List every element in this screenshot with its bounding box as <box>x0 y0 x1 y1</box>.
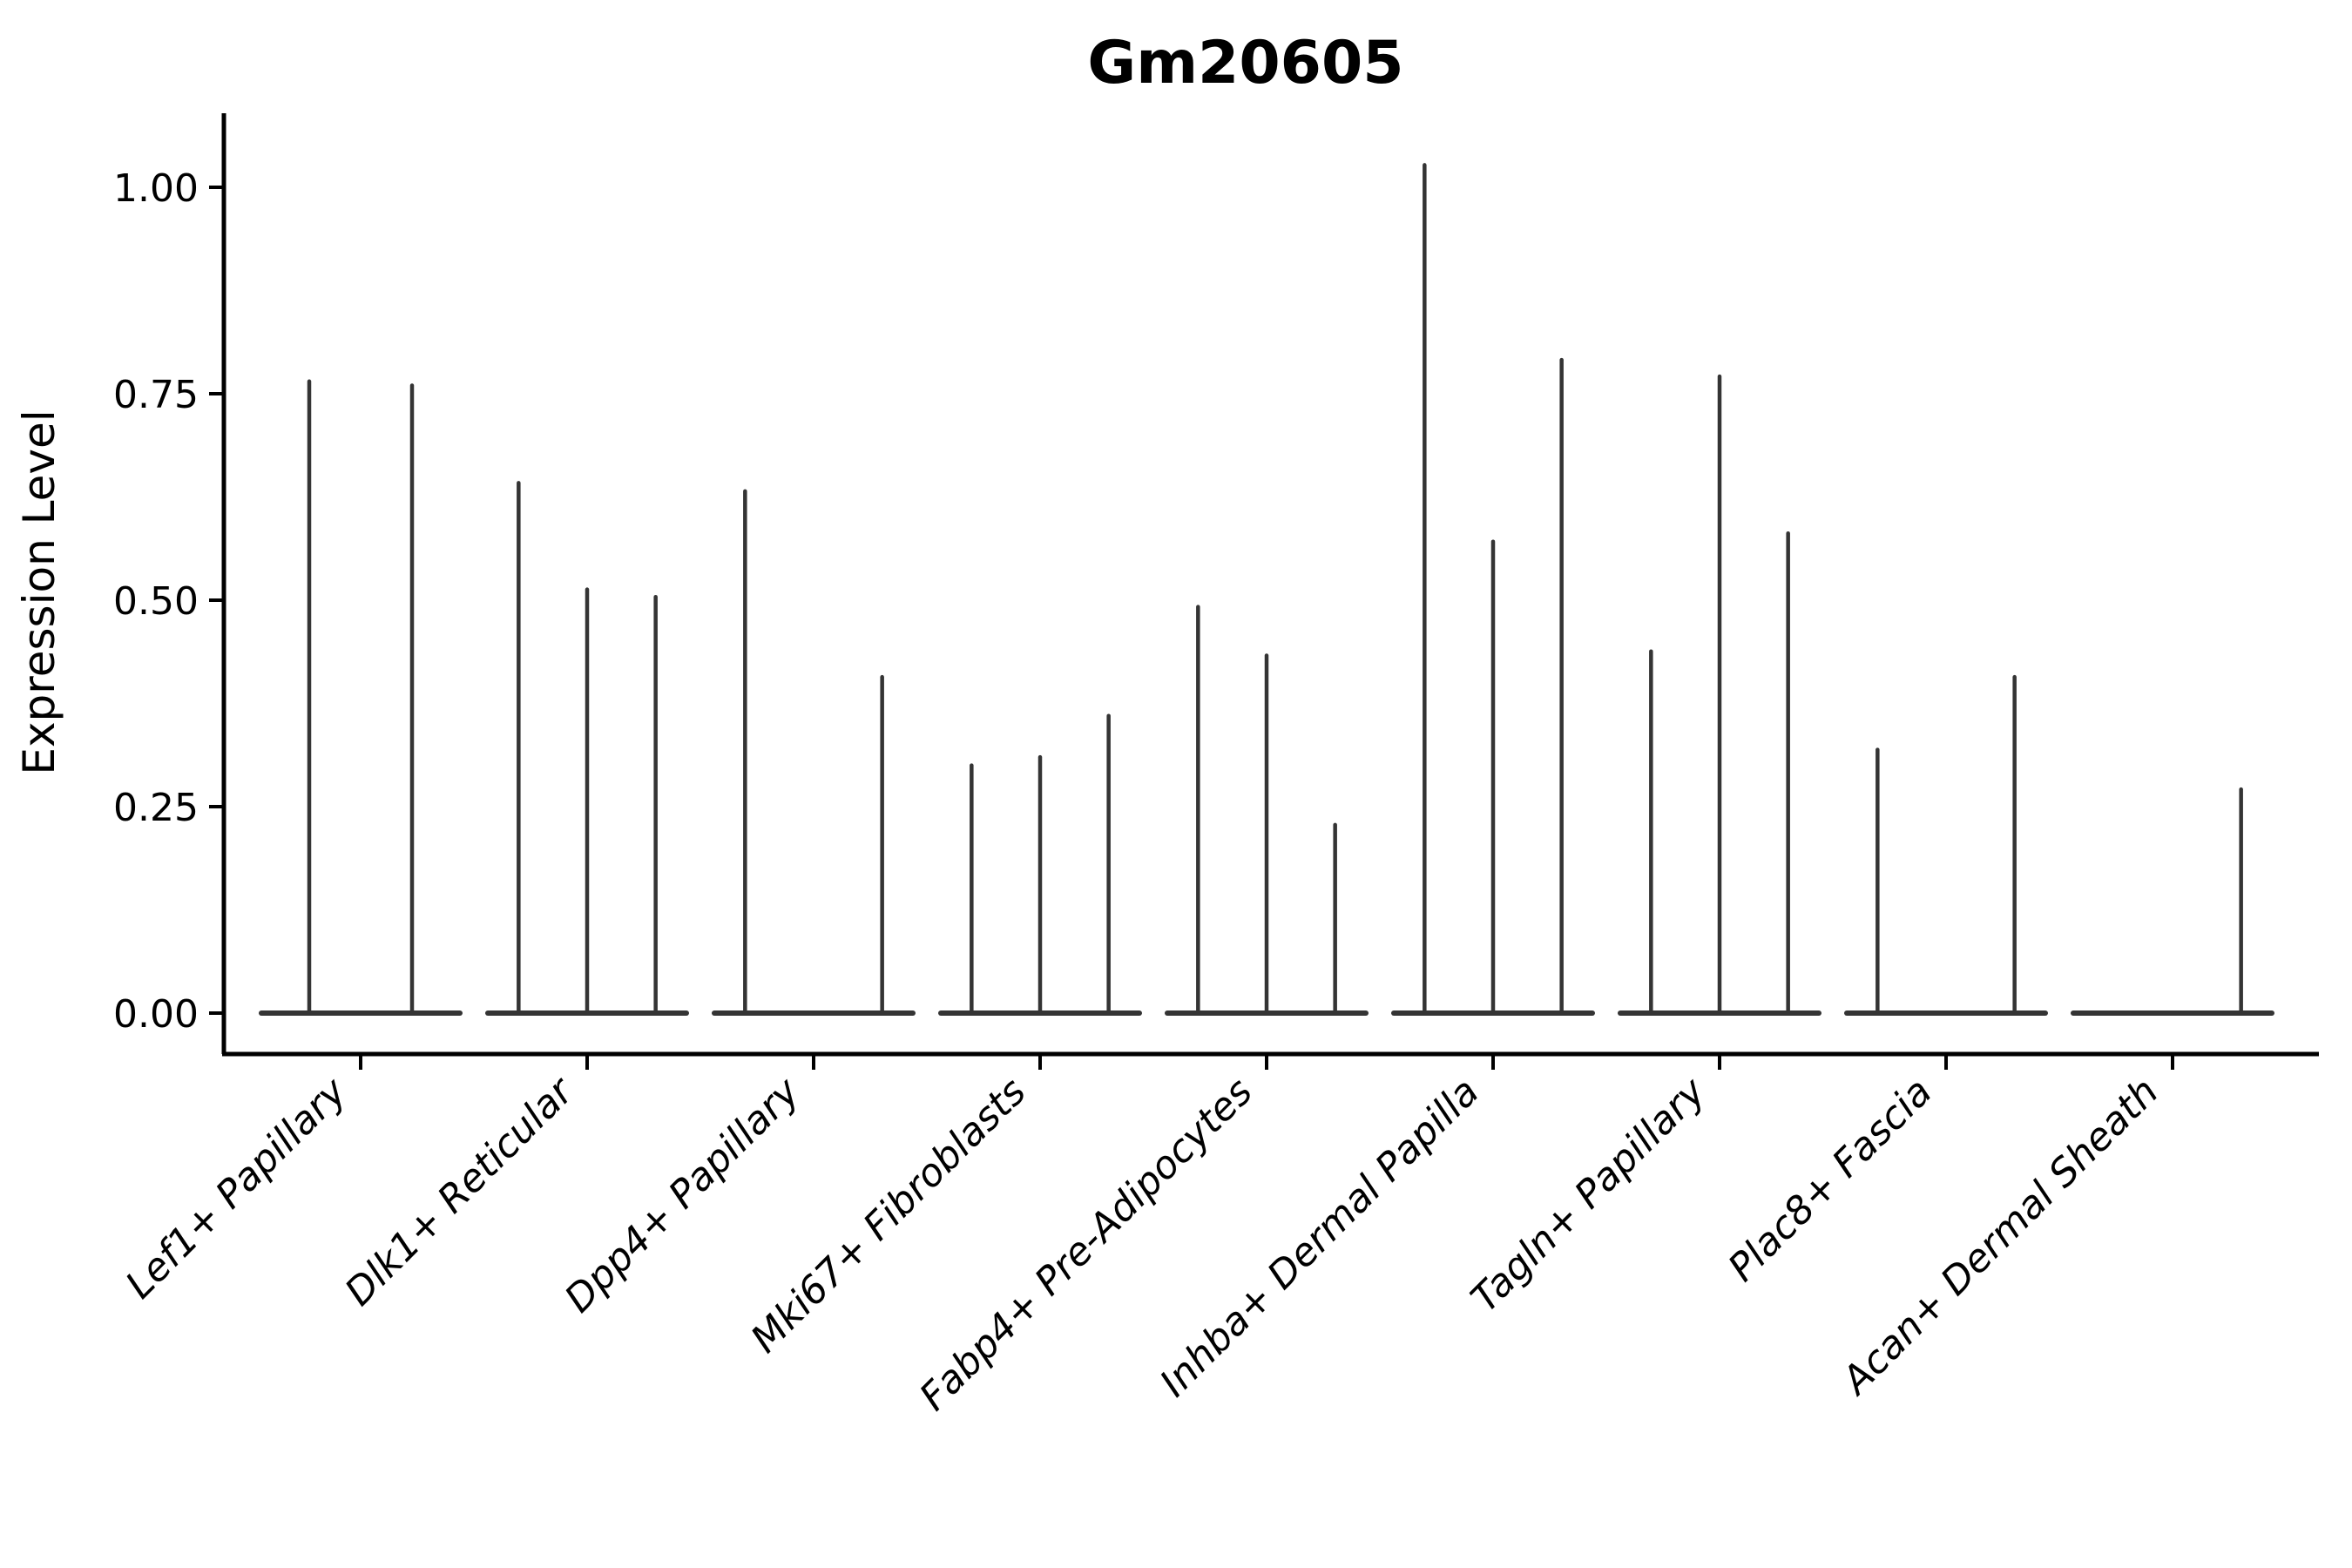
y-axis-ticks: 0.00 0.25 0.50 0.75 1.00 <box>113 166 224 1037</box>
y-tick-label: 1.00 <box>113 166 199 211</box>
y-tick-label: 0.25 <box>113 786 199 830</box>
y-tick-label: 0.75 <box>113 373 199 417</box>
y-tick-label: 0.00 <box>113 992 199 1037</box>
y-axis-label: Expression Level <box>14 409 64 774</box>
plot-title: Gm20605 <box>1087 29 1403 98</box>
violin-series <box>259 163 2274 1016</box>
y-tick-label: 0.50 <box>113 579 199 624</box>
